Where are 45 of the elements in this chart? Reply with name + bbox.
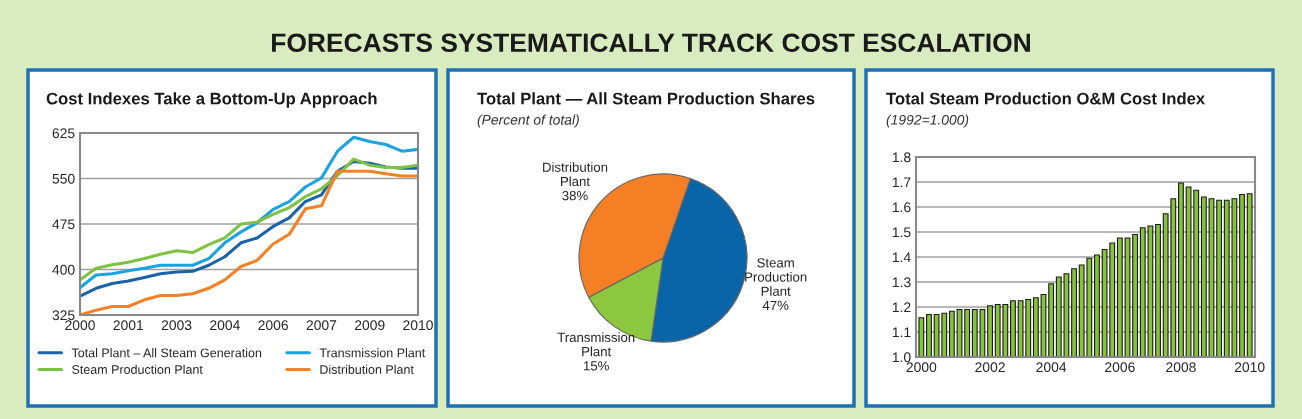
x-tick-label: 2009 xyxy=(354,320,385,331)
y-tick-label: 1.0 xyxy=(892,352,911,363)
y-tick-label: 1.4 xyxy=(892,252,911,263)
x-tick-label: 2000 xyxy=(906,362,937,373)
chart-subtitle: (1992=1.000) xyxy=(886,114,969,128)
line-series xyxy=(80,135,418,290)
chart-title: Total Steam Production O&M Cost Index xyxy=(886,92,1206,105)
legend-label: Steam Production Plant xyxy=(72,364,203,374)
y-tick-label: 1.8 xyxy=(892,152,911,163)
y-tick-label: 1.7 xyxy=(892,177,911,188)
x-tick-label: 2000 xyxy=(65,320,95,331)
data-label: 38% xyxy=(562,190,588,201)
y-tick-label: 325 xyxy=(52,310,75,321)
x-tick-label: 2003 xyxy=(161,320,192,331)
x-tick-label: 2006 xyxy=(1105,362,1135,373)
legend-label: Transmission Plant xyxy=(319,348,426,358)
data-label: 47% xyxy=(762,300,789,311)
slice-label: Distribution Plant xyxy=(543,162,608,187)
y-tick-label: 625 xyxy=(52,128,75,139)
y-tick-label: 1.6 xyxy=(892,202,911,213)
x-tick-label: 2006 xyxy=(258,320,288,331)
y-tick-label: 475 xyxy=(52,219,75,230)
y-tick-label: 550 xyxy=(52,173,75,184)
x-tick-label: 2004 xyxy=(1036,362,1067,373)
data-label: 15% xyxy=(583,361,609,371)
y-tick-label: 1.2 xyxy=(892,302,911,313)
x-tick-label: 2001 xyxy=(113,320,144,331)
x-tick-label: 2002 xyxy=(975,362,1005,373)
text: FORECASTS SYSTEMATICALLY TRACK COST ESCALATION xyxy=(272,33,1030,53)
chart-subtitle: (Percent of total) xyxy=(477,114,579,128)
slice-label: Steam Production Plant xyxy=(745,258,807,296)
slice-label: Transmission Plant xyxy=(557,332,635,357)
legend-label: Total Plant – All Steam Generation xyxy=(71,348,262,358)
y-tick-label: 400 xyxy=(52,264,75,275)
x-tick-label: 2007 xyxy=(306,320,337,331)
y-tick-label: 1.1 xyxy=(892,327,911,338)
legend-label: Distribution Plant xyxy=(320,364,414,374)
y-tick-label: 1.3 xyxy=(892,277,911,288)
x-tick-label: 2004 xyxy=(210,320,240,331)
chart-title: Cost Indexes Take a Bottom-Up Approach xyxy=(46,92,377,108)
x-tick-label: 2010 xyxy=(1234,362,1265,373)
x-tick-label: 2008 xyxy=(1166,362,1196,373)
y-tick-label: 1.5 xyxy=(892,227,911,238)
chart-title: Total Plant — All Steam Production Shares xyxy=(477,92,815,105)
x-tick-label: 2010 xyxy=(403,320,433,331)
